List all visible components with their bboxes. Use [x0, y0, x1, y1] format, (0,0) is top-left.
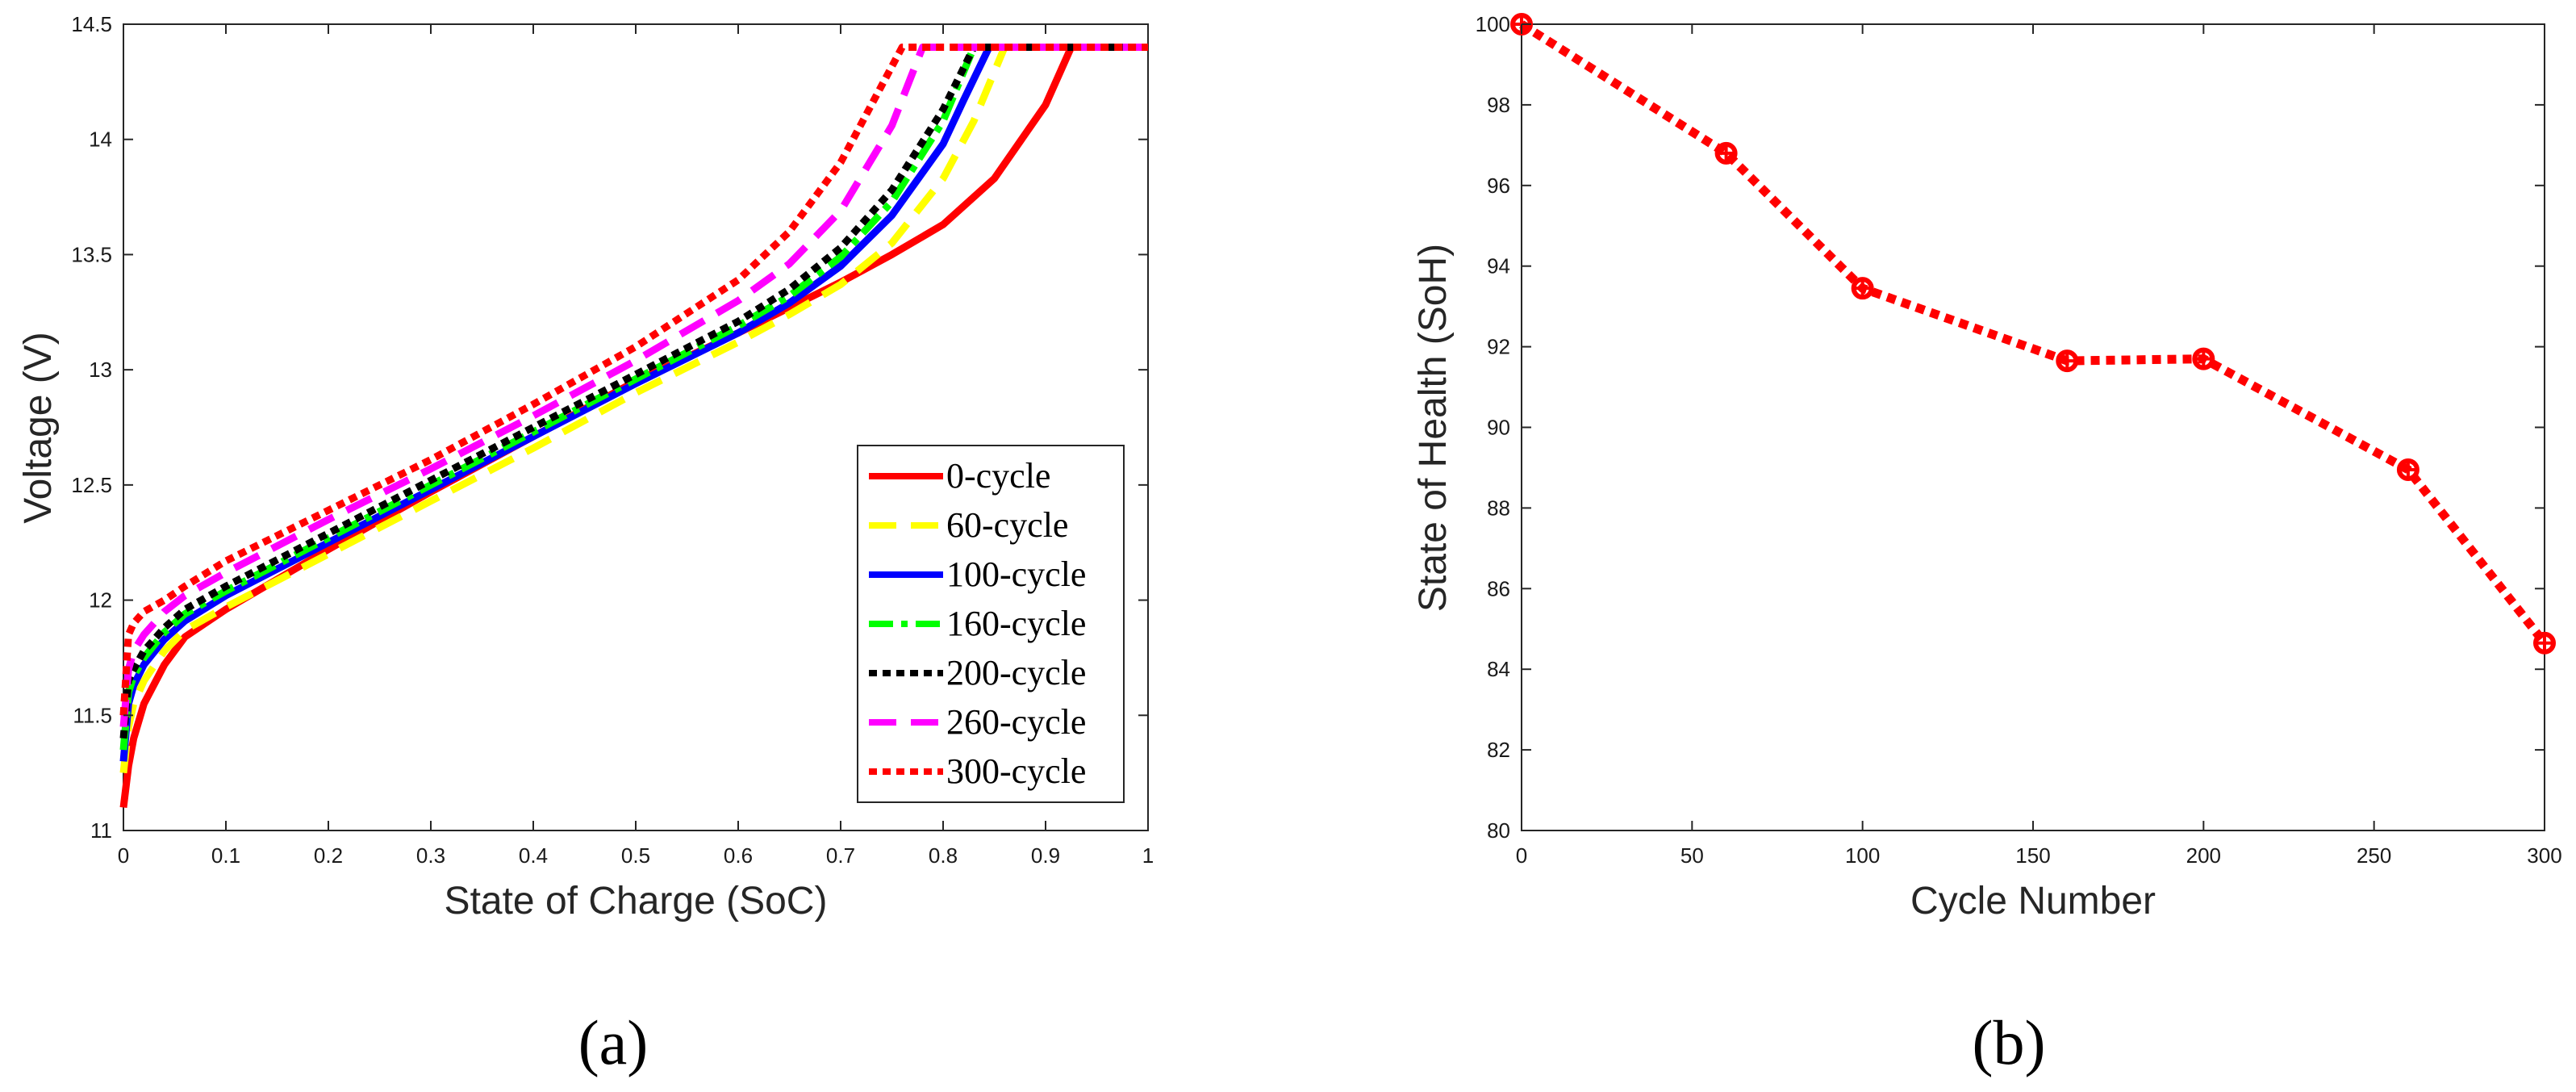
x-tick-label: 0 — [118, 843, 129, 868]
x-tick-label: 0.9 — [1031, 843, 1060, 868]
y-tick-label: 12.5 — [71, 473, 112, 497]
x-tick-label: 50 — [1680, 843, 1704, 868]
y-tick-label: 98 — [1487, 93, 1510, 117]
x-tick-label: 0.3 — [416, 843, 445, 868]
y-tick-label: 11.5 — [73, 703, 112, 727]
y-tick-label: 14.5 — [71, 12, 112, 36]
x-tick-label: 0.2 — [314, 843, 343, 868]
x-axis-label-a: State of Charge (SoC) — [445, 880, 828, 923]
x-tick-label: 150 — [2015, 843, 2050, 868]
y-tick-label: 12 — [89, 588, 112, 613]
y-tick-label: 82 — [1487, 738, 1510, 762]
x-tick-label: 0.1 — [211, 843, 240, 868]
y-tick-label: 100 — [1476, 12, 1510, 36]
legend-entry: 100-cycle — [946, 554, 1086, 594]
voltage-soc-chart: 0 0.1 0.2 0.3 0.4 0.5 0.6 0.7 0.8 0.9 11111.51212.… — [17, 12, 1154, 1077]
x-tick-label: 0.8 — [929, 843, 958, 868]
y-tick-label: 86 — [1487, 576, 1510, 600]
x-tick-label: 0.7 — [826, 843, 855, 868]
x-tick-label: 0.5 — [621, 843, 650, 868]
y-tick-label: 94 — [1487, 254, 1510, 278]
series-line-100-cycle — [119, 44, 1148, 762]
y-tick-label: 96 — [1487, 174, 1510, 198]
legend-entry: 160-cycle — [946, 604, 1086, 643]
legend-a: 0-cycle 60-cycle 100-cycle 160-cycle 200-cyc… — [857, 445, 1125, 803]
y-tick-label: 90 — [1487, 416, 1510, 440]
x-tick-label: 100 — [1845, 843, 1880, 868]
x-tick-label: 0.6 — [724, 843, 753, 868]
y-axis-label-b: State of Health (SoH) — [1412, 244, 1455, 612]
x-tick-label: 300 — [2527, 843, 2561, 868]
panel-label-a: (a) — [578, 1007, 649, 1077]
legend-entry: 0-cycle — [946, 456, 1050, 496]
legend-entry: 300-cycle — [946, 751, 1086, 791]
x-axis-label-b: Cycle Number — [1910, 880, 2156, 923]
legend-entry: 260-cycle — [946, 702, 1086, 742]
x-tick-label: 250 — [2357, 843, 2391, 868]
series-line-60-cycle — [119, 44, 1148, 774]
x-tick-label: 1 — [1142, 843, 1154, 868]
soh-cycle-chart: 0 50 100 150 200 250 300 80 82 84 86 88 90 92 94 96 98 10… — [1412, 12, 2562, 1077]
y-tick-label: 13.5 — [71, 242, 112, 266]
y-tick-label: 92 — [1487, 335, 1510, 359]
x-tick-label: 200 — [2186, 843, 2221, 868]
series-line-200-cycle — [119, 44, 1148, 739]
legend-entry: 60-cycle — [946, 505, 1068, 545]
series-line-300-cycle — [119, 44, 1148, 716]
panel-label-b: (b) — [1973, 1007, 2046, 1077]
y-tick-label: 84 — [1487, 657, 1510, 681]
y-tick-label: 14 — [89, 128, 112, 152]
x-tick-label: 0 — [1516, 843, 1527, 868]
y-tick-label: 13 — [89, 358, 112, 382]
y-tick-label: 80 — [1487, 818, 1510, 843]
y-tick-label: 11 — [90, 818, 112, 843]
plot-area-b — [1521, 23, 2545, 831]
legend-entry: 200-cycle — [946, 653, 1086, 692]
y-tick-label: 88 — [1487, 496, 1510, 520]
x-tick-label: 0.4 — [519, 843, 548, 868]
y-axis-label-a: Voltage (V) — [17, 332, 60, 523]
